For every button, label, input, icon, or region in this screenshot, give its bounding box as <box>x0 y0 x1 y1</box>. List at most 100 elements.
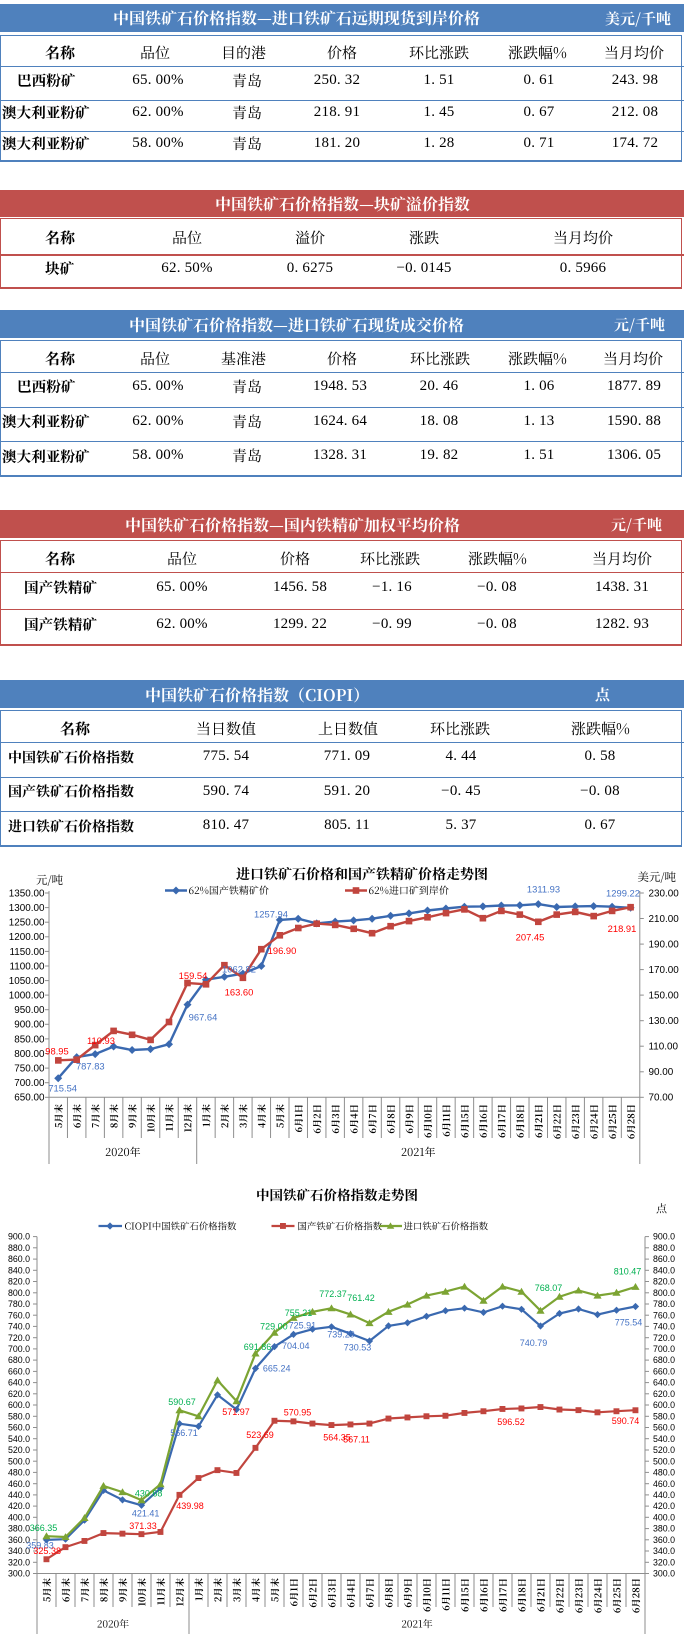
svg-text:540.0: 540.0 <box>653 1434 675 1444</box>
svg-text:810.47: 810.47 <box>614 1267 642 1277</box>
svg-text:218.91: 218.91 <box>608 923 637 934</box>
svg-text:880.0: 880.0 <box>8 1243 30 1253</box>
svg-text:400.0: 400.0 <box>8 1512 30 1522</box>
svg-text:761.42: 761.42 <box>347 1293 375 1303</box>
svg-text:1250.00: 1250.00 <box>9 918 45 929</box>
svg-text:780.0: 780.0 <box>653 1299 675 1309</box>
svg-text:700.00: 700.00 <box>14 1078 45 1089</box>
svg-text:772.37: 772.37 <box>319 1289 347 1299</box>
svg-text:560.0: 560.0 <box>8 1423 30 1433</box>
svg-text:1299.22: 1299.22 <box>606 887 640 898</box>
svg-text:571.97: 571.97 <box>222 1407 250 1417</box>
svg-text:300.0: 300.0 <box>653 1569 675 1579</box>
svg-text:590.67: 590.67 <box>168 1397 196 1407</box>
svg-text:850.00: 850.00 <box>14 1034 45 1045</box>
svg-text:570.95: 570.95 <box>284 1408 312 1418</box>
svg-text:596.52: 596.52 <box>497 1417 525 1427</box>
svg-text:665.24: 665.24 <box>263 1363 291 1373</box>
svg-text:800.00: 800.00 <box>14 1049 45 1060</box>
svg-text:1300.00: 1300.00 <box>9 903 45 914</box>
svg-text:440.0: 440.0 <box>653 1490 675 1500</box>
svg-text:820.0: 820.0 <box>8 1277 30 1287</box>
svg-text:620.0: 620.0 <box>653 1389 675 1399</box>
svg-text:190.00: 190.00 <box>649 940 680 951</box>
svg-text:460.0: 460.0 <box>8 1479 30 1489</box>
svg-text:421.41: 421.41 <box>132 1509 160 1519</box>
svg-text:700.0: 700.0 <box>8 1344 30 1354</box>
svg-text:1050.00: 1050.00 <box>9 976 45 987</box>
svg-text:70.00: 70.00 <box>649 1093 674 1104</box>
svg-text:130.00: 130.00 <box>649 1016 680 1027</box>
svg-text:523.69: 523.69 <box>246 1430 274 1440</box>
svg-text:600.0: 600.0 <box>8 1400 30 1410</box>
svg-text:720.0: 720.0 <box>8 1333 30 1343</box>
svg-text:1200.00: 1200.00 <box>9 932 45 943</box>
svg-text:420.0: 420.0 <box>653 1501 675 1511</box>
svg-text:163.60: 163.60 <box>225 986 254 997</box>
svg-text:740.0: 740.0 <box>653 1322 675 1332</box>
svg-text:590.74: 590.74 <box>612 1416 640 1426</box>
svg-text:768.07: 768.07 <box>535 1283 563 1293</box>
svg-text:660.0: 660.0 <box>653 1367 675 1377</box>
svg-text:620.0: 620.0 <box>8 1389 30 1399</box>
svg-text:300.0: 300.0 <box>8 1569 30 1579</box>
svg-text:1000.00: 1000.00 <box>9 991 45 1002</box>
svg-text:787.83: 787.83 <box>76 1061 105 1072</box>
svg-text:840.0: 840.0 <box>8 1265 30 1275</box>
svg-text:500.0: 500.0 <box>653 1456 675 1466</box>
svg-text:580.0: 580.0 <box>8 1411 30 1421</box>
svg-text:567.11: 567.11 <box>343 1435 370 1445</box>
svg-text:1100.00: 1100.00 <box>10 961 45 972</box>
svg-text:207.45: 207.45 <box>516 931 545 942</box>
svg-text:750.00: 750.00 <box>14 1064 45 1075</box>
svg-text:480.0: 480.0 <box>653 1468 675 1478</box>
svg-text:520.0: 520.0 <box>8 1445 30 1455</box>
svg-text:880.0: 880.0 <box>653 1243 675 1253</box>
svg-text:660.0: 660.0 <box>8 1367 30 1377</box>
svg-text:755.21: 755.21 <box>285 1308 313 1318</box>
svg-text:800.0: 800.0 <box>653 1288 675 1298</box>
svg-text:700.0: 700.0 <box>653 1344 675 1354</box>
svg-text:325.38: 325.38 <box>33 1546 61 1556</box>
svg-text:600.0: 600.0 <box>653 1400 675 1410</box>
svg-text:704.04: 704.04 <box>282 1341 310 1351</box>
svg-text:680.0: 680.0 <box>8 1355 30 1365</box>
svg-text:725.91: 725.91 <box>289 1320 317 1330</box>
svg-text:439.98: 439.98 <box>176 1501 204 1511</box>
svg-text:380.0: 380.0 <box>8 1524 30 1534</box>
svg-text:900.0: 900.0 <box>8 1232 30 1242</box>
svg-text:860.0: 860.0 <box>8 1254 30 1264</box>
svg-text:691.86: 691.86 <box>244 1342 272 1352</box>
svg-text:1350.00: 1350.00 <box>9 888 45 899</box>
svg-text:760.0: 760.0 <box>8 1310 30 1320</box>
svg-text:560.0: 560.0 <box>653 1423 675 1433</box>
svg-text:720.0: 720.0 <box>653 1333 675 1343</box>
svg-text:820.0: 820.0 <box>653 1277 675 1287</box>
svg-text:860.0: 860.0 <box>653 1254 675 1264</box>
svg-text:98.95: 98.95 <box>45 1045 68 1056</box>
svg-text:90.00: 90.00 <box>649 1067 674 1078</box>
svg-text:564.35: 564.35 <box>323 1433 351 1443</box>
svg-text:110.00: 110.00 <box>649 1042 679 1053</box>
svg-text:210.00: 210.00 <box>649 914 680 925</box>
svg-text:729.00: 729.00 <box>260 1322 288 1332</box>
svg-text:780.0: 780.0 <box>8 1299 30 1309</box>
svg-text:715.54: 715.54 <box>48 1082 77 1093</box>
svg-text:566.71: 566.71 <box>170 1428 198 1438</box>
svg-text:967.64: 967.64 <box>189 1011 218 1022</box>
svg-text:320.0: 320.0 <box>653 1557 675 1567</box>
svg-text:340.0: 340.0 <box>8 1546 30 1556</box>
svg-text:1311.93: 1311.93 <box>527 883 560 894</box>
svg-text:640.0: 640.0 <box>8 1378 30 1388</box>
svg-text:320.0: 320.0 <box>8 1557 30 1567</box>
svg-text:420.0: 420.0 <box>8 1501 30 1511</box>
svg-text:371.33: 371.33 <box>129 1521 157 1531</box>
svg-text:775.54: 775.54 <box>615 1318 643 1328</box>
svg-text:500.0: 500.0 <box>8 1456 30 1466</box>
svg-text:400.0: 400.0 <box>653 1512 675 1522</box>
svg-text:580.0: 580.0 <box>653 1411 675 1421</box>
svg-text:110.93: 110.93 <box>87 1035 115 1046</box>
svg-text:540.0: 540.0 <box>8 1434 30 1444</box>
svg-text:1257.94: 1257.94 <box>254 908 288 919</box>
svg-text:380.0: 380.0 <box>653 1524 675 1534</box>
